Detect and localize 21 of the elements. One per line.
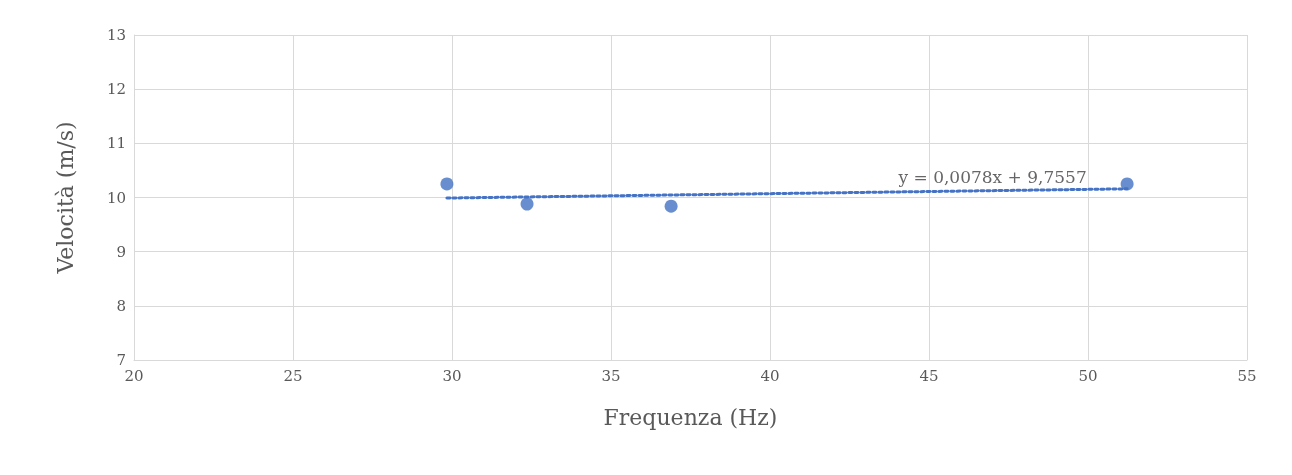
x-tick-label: 40	[760, 366, 780, 385]
x-tick-label: 45	[919, 366, 939, 385]
y-tick-label: 11	[106, 134, 126, 153]
y-axis-title: Velocità (m/s)	[52, 121, 78, 275]
y-tick-label: 9	[116, 242, 126, 261]
x-tick-label: 35	[601, 366, 621, 385]
point	[520, 197, 534, 211]
x-tick-label: 30	[442, 366, 462, 385]
x-tick-label: 20	[124, 366, 144, 385]
annotation: y = 0,0078x + 9,7557	[897, 166, 1087, 187]
y-tick-label: 10	[106, 188, 126, 207]
point	[440, 177, 454, 191]
y-tick-label: 7	[116, 351, 126, 369]
y-tick-label: 13	[106, 26, 126, 44]
x-tick-label: 50	[1078, 366, 1098, 385]
x-tick-label: 25	[283, 366, 303, 385]
y-tick-label: 12	[106, 80, 126, 99]
x-tick-label: 55	[1237, 366, 1257, 385]
point	[664, 199, 678, 213]
x-axis-title: Frequenza (Hz)	[603, 404, 778, 430]
y-tick-label: 8	[116, 296, 126, 315]
